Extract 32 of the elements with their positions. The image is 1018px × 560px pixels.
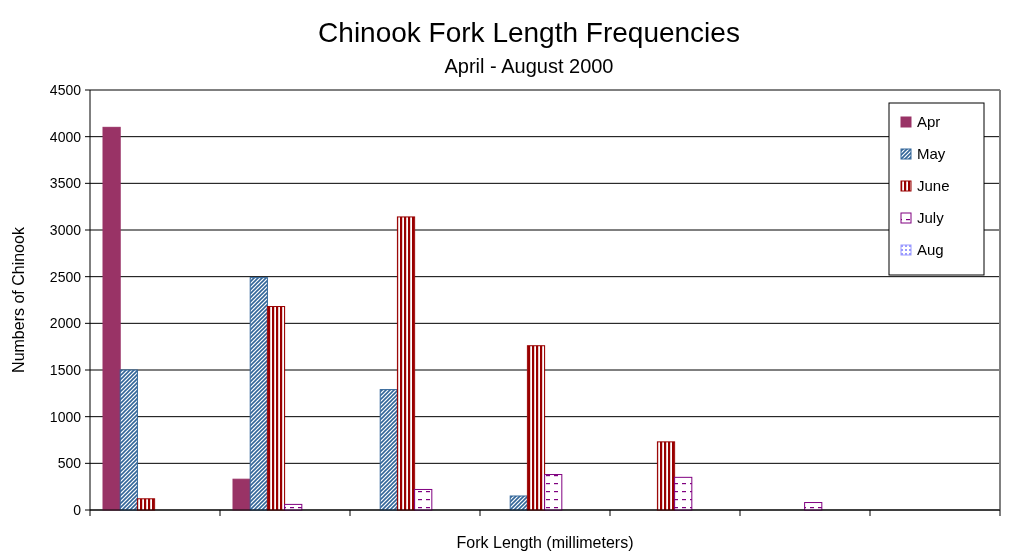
chart-title: Chinook Fork Length Frequencies [318, 17, 740, 48]
bar [102, 126, 121, 511]
y-tick-label: 2000 [49, 315, 82, 332]
bar [544, 474, 563, 511]
y-tick-label: 2500 [49, 268, 82, 285]
legend-label: Apr [917, 113, 941, 130]
y-tick-label: 4500 [49, 82, 82, 98]
bar [136, 498, 156, 511]
legend-label: June [917, 177, 950, 194]
y-tick-label: 500 [57, 455, 82, 472]
legend-label: July [917, 209, 945, 226]
bar [656, 441, 676, 511]
bar [526, 345, 546, 511]
bar [414, 488, 433, 511]
legend-label: Aug [917, 241, 944, 258]
y-tick-label: 4000 [49, 128, 82, 145]
bar [379, 389, 398, 511]
bar [396, 216, 416, 511]
chart-subtitle: April - August 2000 [444, 55, 614, 77]
y-tick-label: 0 [73, 502, 82, 518]
y-tick-label: 1500 [49, 362, 82, 378]
y-tick-label: 3000 [49, 222, 82, 238]
x-axis-title: Fork Length (millimeters) [456, 534, 634, 551]
bar [674, 476, 693, 511]
bar [249, 277, 268, 511]
y-tick-label: 1000 [49, 408, 82, 425]
bar [266, 306, 286, 511]
y-tick-label: 3500 [49, 175, 82, 192]
bar [232, 478, 251, 511]
legend-label: May [917, 145, 946, 162]
bar [119, 369, 138, 511]
y-axis-title: Numbers of Chinook [10, 226, 27, 373]
